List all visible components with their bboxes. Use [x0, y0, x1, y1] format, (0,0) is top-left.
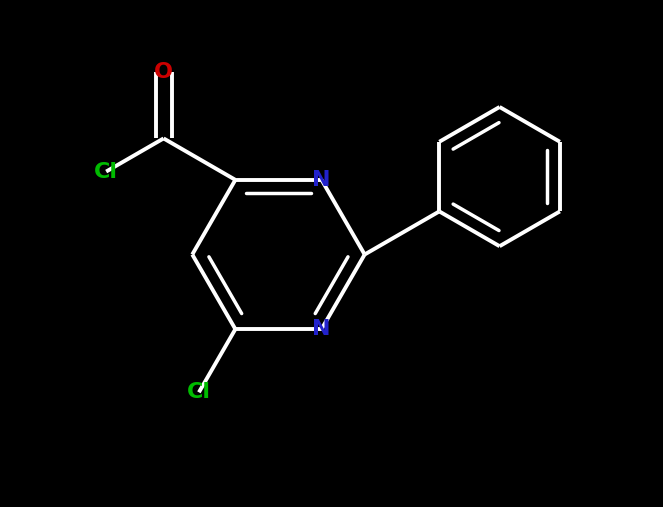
- Text: N: N: [312, 170, 331, 190]
- Text: Cl: Cl: [187, 382, 211, 402]
- Text: N: N: [312, 319, 331, 339]
- Text: Cl: Cl: [94, 162, 118, 182]
- Text: O: O: [154, 62, 173, 82]
